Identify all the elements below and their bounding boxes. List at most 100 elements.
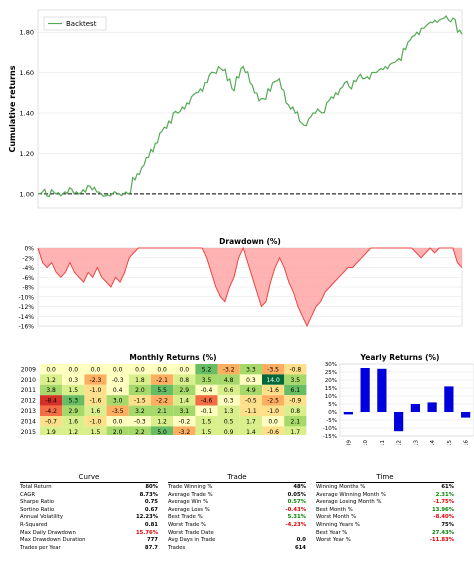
trade-stat-value: 48% xyxy=(293,484,306,490)
monthly-cell xyxy=(151,374,174,385)
yearly-bar xyxy=(377,368,387,412)
equity-tick-label: 1.60 xyxy=(20,69,34,77)
monthly-cell xyxy=(239,416,262,427)
monthly-cell xyxy=(262,395,285,406)
monthly-cell-value: -0.3 xyxy=(112,377,124,384)
monthly-cell-value: 1.5 xyxy=(91,429,101,435)
monthly-year-label: 2015 xyxy=(21,429,36,435)
curve-stat-label: Annual Volatility xyxy=(20,514,63,521)
time-stat-label: Average Winning Month % xyxy=(316,491,386,498)
trade-stat-row: Average Loss % -0.43% xyxy=(168,507,306,515)
time-stat-row: Worst Year % -11.83% xyxy=(316,537,454,545)
monthly-cell xyxy=(284,364,307,375)
trade-stat-row: Trades 614 xyxy=(168,545,306,553)
monthly-cell-value: 2.2 xyxy=(135,429,145,435)
monthly-cell-value: -8.4 xyxy=(45,398,57,405)
monthly-cell-value: 3.3 xyxy=(246,366,256,373)
yearly-year-label: 2009 xyxy=(346,440,352,445)
yearly-chart: Yearly Returns (%) 30% 25% 20% 15% 10% 5% 0% -5… xyxy=(323,353,474,445)
drawdown-chart: Drawdown (%) 0% -2% -4% -6% -8% -10% -12% -14% -… xyxy=(18,237,463,331)
curve-stat-value: 8.73% xyxy=(139,491,158,498)
time-stat-label: Winning Years % xyxy=(316,521,360,528)
monthly-cell-value: 4.8 xyxy=(224,377,234,384)
equity-tick-label: 1.80 xyxy=(20,29,34,37)
monthly-cell xyxy=(62,374,85,385)
yearly-tick-label: 10% xyxy=(325,394,337,400)
monthly-cell xyxy=(217,384,240,396)
trade-stat-label: Worst Trade % xyxy=(168,521,207,528)
monthly-year-labels: 20092010201120122013201420152016 xyxy=(21,366,36,435)
monthly-year-label: 2013 xyxy=(21,408,36,415)
curve-stat-row: Sortino Ratio 0.67 xyxy=(20,507,158,515)
monthly-cell-value: -1.0 xyxy=(267,408,279,415)
yearly-tick-label: 20% xyxy=(325,378,337,384)
monthly-cell-value: 0.0 xyxy=(113,418,123,425)
monthly-cell xyxy=(128,374,151,385)
curve-stats-title: Curve xyxy=(78,473,100,481)
time-stat-value: -11.83% xyxy=(429,537,454,544)
drawdown-tick-label: -8% xyxy=(22,285,34,292)
trade-stats-rule xyxy=(168,482,306,483)
time-stats: Time Winning Months % 61% Average Winning … xyxy=(316,472,454,545)
monthly-cell-value: 2.9 xyxy=(180,387,190,394)
monthly-cell-value: -0.6 xyxy=(267,429,279,435)
yearly-year-label: 2011 xyxy=(380,440,386,445)
monthly-cell-value: 4.9 xyxy=(246,387,256,394)
time-stat-row: Worst Month % -8.40% xyxy=(316,514,454,522)
curve-stat-value: 777 xyxy=(146,537,158,544)
trade-stat-row: Average Win % 0.57% xyxy=(168,499,306,507)
monthly-cell-value: 2.1 xyxy=(291,418,301,425)
monthly-cell xyxy=(62,426,85,435)
monthly-cell xyxy=(151,395,174,406)
drawdown-tick-label: -10% xyxy=(18,294,34,301)
monthly-cell-value: 3.5 xyxy=(291,377,301,384)
monthly-cell xyxy=(262,426,285,435)
monthly-cell xyxy=(173,426,196,435)
monthly-cell xyxy=(284,426,307,435)
monthly-cell-value: -3.5 xyxy=(267,366,279,373)
yearly-year-label: 2016 xyxy=(464,440,470,445)
monthly-year-label: 2012 xyxy=(21,398,36,405)
yearly-tick-label: -10% xyxy=(323,426,337,432)
curve-stat-label: Total Return xyxy=(20,484,52,490)
monthly-cell-value: 0.0 xyxy=(46,366,56,373)
monthly-cell-value: -0.8 xyxy=(289,366,301,373)
monthly-cell-value: 3.5 xyxy=(202,377,212,384)
time-stat-row: Winning Years % 75% xyxy=(316,522,454,530)
monthly-cell xyxy=(284,384,307,396)
curve-stat-label: R-Squared xyxy=(20,521,48,528)
equity-tick-label: 1.40 xyxy=(20,110,34,118)
yearly-tick-label: 0% xyxy=(328,410,337,416)
time-stat-value: 61% xyxy=(441,484,454,490)
curve-stat-value: 80% xyxy=(145,484,158,490)
monthly-cell xyxy=(151,384,174,396)
curve-stats-rule xyxy=(20,482,158,483)
curve-stat-label: Sortino Ratio xyxy=(20,506,55,513)
time-stat-row: Best Month % 13.96% xyxy=(316,507,454,515)
yearly-tick-label: -15% xyxy=(323,434,337,440)
equity-tick-labels: 1.00 1.20 1.40 1.60 1.80 xyxy=(20,29,34,199)
yearly-tick-label: 5% xyxy=(328,402,337,408)
drawdown-tick-label: -4% xyxy=(22,265,34,272)
monthly-cell-value: -3.2 xyxy=(178,429,190,435)
monthly-cell xyxy=(84,384,107,396)
monthly-year-label: 2009 xyxy=(21,366,36,373)
drawdown-tick-label: 0% xyxy=(24,246,34,253)
monthly-cell xyxy=(40,405,63,416)
yearly-bar xyxy=(360,368,370,412)
monthly-cell xyxy=(284,416,307,427)
drawdown-tick-label: -14% xyxy=(18,314,34,321)
monthly-cell-value: -2.5 xyxy=(267,398,279,405)
trade-stat-value: -0.43% xyxy=(285,506,306,513)
trade-stat-value: 614 xyxy=(294,544,306,551)
monthly-cell-value: 0.9 xyxy=(224,429,234,435)
monthly-cell-value: 14.0 xyxy=(266,377,280,384)
monthly-cell xyxy=(262,374,285,385)
trade-stat-label: Average Loss % xyxy=(168,506,210,513)
monthly-cell xyxy=(106,416,129,427)
monthly-cell xyxy=(62,384,85,396)
monthly-cell-value: -0.4 xyxy=(201,387,213,394)
yearly-tick-label: 15% xyxy=(325,386,337,392)
monthly-cell-value: 1.2 xyxy=(157,418,167,425)
monthly-cell xyxy=(195,364,218,375)
